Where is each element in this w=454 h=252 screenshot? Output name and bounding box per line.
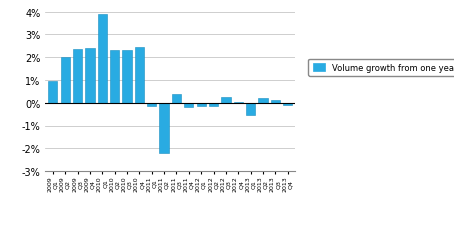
Bar <box>172 94 181 103</box>
Bar <box>48 82 58 103</box>
Bar <box>221 98 231 103</box>
Bar <box>147 103 156 107</box>
Legend: Volume growth from one year ago: Volume growth from one year ago <box>308 59 454 77</box>
Bar <box>209 103 218 107</box>
Bar <box>73 50 82 103</box>
Bar <box>85 49 94 103</box>
Bar <box>234 102 243 103</box>
Bar <box>60 58 70 103</box>
Bar <box>197 103 206 107</box>
Bar <box>135 48 144 103</box>
Bar <box>271 101 280 103</box>
Bar <box>246 103 255 116</box>
Bar <box>258 99 267 103</box>
Bar <box>184 103 193 108</box>
Bar <box>283 103 292 106</box>
Bar <box>159 103 169 153</box>
Bar <box>110 51 119 103</box>
Bar <box>98 15 107 103</box>
Bar <box>122 51 132 103</box>
